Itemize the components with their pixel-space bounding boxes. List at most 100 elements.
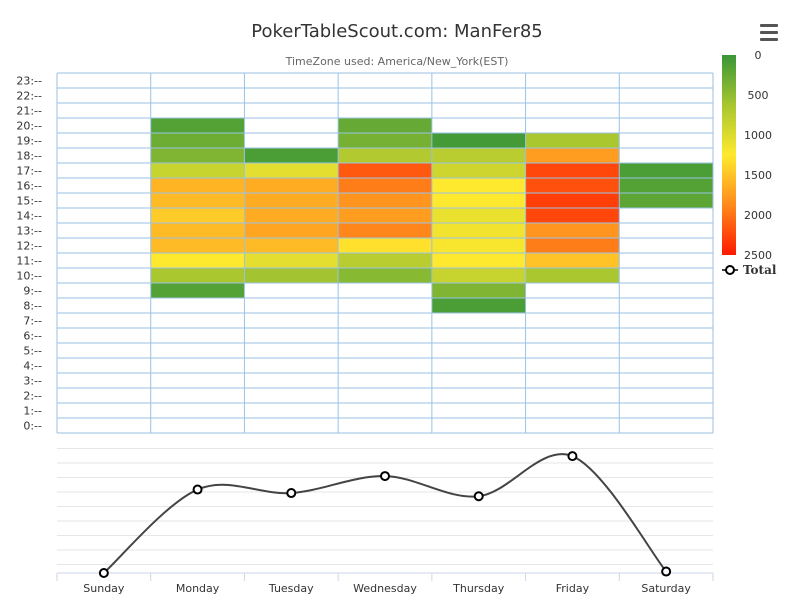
legend-marker-icon <box>725 265 735 275</box>
heatmap-cell <box>338 178 432 193</box>
heatmap-cell <box>244 253 339 268</box>
y-tick-label: 15:-- <box>16 195 42 208</box>
heatmap-cell <box>431 178 526 193</box>
heatmap-cell <box>338 148 432 163</box>
y-tick-label: 10:-- <box>16 270 42 283</box>
heatmap-cell <box>525 268 620 283</box>
heatmap-cell <box>431 298 526 313</box>
x-axis: Sunday Monday Tuesday Wednesday Thursday Frid… <box>56 573 714 595</box>
total-series-point[interactable] <box>286 488 297 499</box>
heatmap-cell <box>338 163 432 178</box>
x-tick-label: Sunday <box>83 582 125 595</box>
y-tick-label: 23:-- <box>16 75 42 88</box>
y-tick-label: 7:-- <box>23 315 42 328</box>
y-tick-label: 13:-- <box>16 225 42 238</box>
heatmap-cell <box>244 178 339 193</box>
menu-bar-icon <box>760 24 778 27</box>
heatmap-cell <box>525 193 620 208</box>
total-series-point[interactable] <box>98 568 109 578</box>
heatmap-cell <box>525 133 620 148</box>
color-scale-label: 2000 <box>744 209 772 222</box>
heatmap-cell <box>150 133 245 148</box>
heatmap-cell <box>338 118 432 133</box>
heatmap-cell <box>338 253 432 268</box>
heatmap-cell <box>431 133 526 148</box>
y-tick-label: 18:-- <box>16 150 42 163</box>
heatmap-cells <box>150 118 713 313</box>
heatmap-cell <box>150 178 245 193</box>
x-tick-label: Friday <box>556 582 590 595</box>
heatmap-cell <box>150 193 245 208</box>
series-legend[interactable]: Total <box>722 263 777 277</box>
total-series-point[interactable] <box>380 471 390 482</box>
heatmap-cell <box>150 223 245 238</box>
total-series-point[interactable] <box>473 491 484 502</box>
heatmap-cell <box>431 283 526 298</box>
heatmap-cell <box>244 223 339 238</box>
heatmap-cell <box>338 268 432 283</box>
heatmap-cell <box>244 163 339 178</box>
line-series <box>98 451 672 578</box>
heatmap-cell <box>525 148 620 163</box>
color-scale-bar <box>722 55 736 255</box>
color-scale-legend: 0 500 1000 1500 2000 2500 <box>722 49 772 262</box>
y-tick-label: 8:-- <box>23 300 42 313</box>
y-tick-label: 1:-- <box>23 405 42 418</box>
heatmap-cell <box>244 268 339 283</box>
heatmap-cell <box>525 238 620 253</box>
heatmap-cell <box>150 253 245 268</box>
heatmap-cell <box>619 193 713 208</box>
heatmap-cell <box>525 253 620 268</box>
heatmap-cell <box>338 223 432 238</box>
y-tick-label: 12:-- <box>16 240 42 253</box>
heatmap-grid <box>56 72 714 434</box>
heatmap-cell <box>150 208 245 223</box>
heatmap-cell <box>431 223 526 238</box>
y-tick-label: 17:-- <box>16 165 42 178</box>
heatmap-cell <box>338 208 432 223</box>
y-tick-label: 2:-- <box>23 390 42 403</box>
heatmap-cell <box>431 193 526 208</box>
heatmap-cell <box>244 208 339 223</box>
total-series-point[interactable] <box>661 566 672 577</box>
x-tick-label: Wednesday <box>353 582 417 595</box>
y-tick-label: 22:-- <box>16 90 42 103</box>
heatmap-cell <box>431 268 526 283</box>
menu-bar-icon <box>760 31 778 34</box>
heatmap-cell <box>150 268 245 283</box>
legend-label[interactable]: Total <box>743 263 777 277</box>
color-scale-label: 0 <box>755 49 762 62</box>
color-scale-label: 1500 <box>744 169 772 182</box>
heatmap-cell <box>619 163 713 178</box>
heatmap-cell <box>431 148 526 163</box>
color-scale-label: 2500 <box>744 249 772 262</box>
heatmap-cell <box>525 208 620 223</box>
heatmap-cell <box>338 193 432 208</box>
y-tick-label: 11:-- <box>16 255 42 268</box>
x-tick-label: Tuesday <box>268 582 314 595</box>
heatmap-cell <box>525 223 620 238</box>
y-tick-label: 21:-- <box>16 105 42 118</box>
heatmap-cell <box>525 178 620 193</box>
heatmap-cell <box>619 178 713 193</box>
y-tick-label: 9:-- <box>23 285 42 298</box>
y-tick-label: 19:-- <box>16 135 42 148</box>
heatmap-cell <box>244 238 339 253</box>
heatmap-cell <box>525 163 620 178</box>
heatmap-cell <box>244 193 339 208</box>
heatmap-cell <box>244 148 339 163</box>
chart-title: PokerTableScout.com: ManFer85 <box>251 21 543 42</box>
heatmap-cell <box>338 133 432 148</box>
y-tick-label: 6:-- <box>23 330 42 343</box>
total-series-point[interactable] <box>567 451 578 462</box>
menu-bar-icon <box>760 38 778 41</box>
x-tick-label: Thursday <box>452 582 505 595</box>
color-scale-label: 1000 <box>744 129 772 142</box>
context-menu-button[interactable] <box>758 24 782 46</box>
y-tick-label: 3:-- <box>23 375 42 388</box>
total-series-point[interactable] <box>192 484 203 495</box>
y-tick-label: 20:-- <box>16 120 42 133</box>
heatmap-cell <box>338 238 432 253</box>
heatmap-cell <box>431 208 526 223</box>
